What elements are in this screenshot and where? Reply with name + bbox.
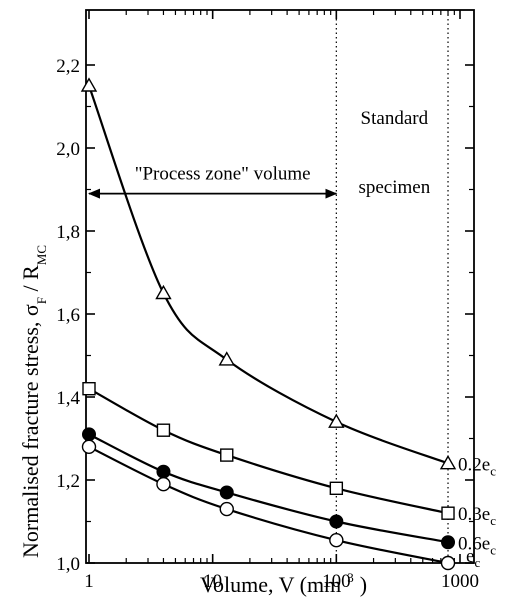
y-tick-label: 1,8 [56,222,80,243]
data-point-s1-2 [220,448,234,462]
data-point-s2-4 [441,535,456,550]
data-point-s2-2 [219,485,234,500]
y-tick-label: 2,0 [56,139,80,160]
x-tick-label: 1 [84,571,94,592]
x-tick-label: 1000 [441,571,479,592]
y-axis-label: Normalised fracture stress, σF / RMC [18,245,49,558]
data-point-s0-0 [80,77,98,92]
y-tick-label: 1,4 [56,388,80,409]
data-point-s1-0 [82,382,96,396]
data-point-s2-1 [156,464,171,479]
data-point-s1-4 [441,506,455,520]
plot-area [85,9,475,564]
series-curves [87,85,449,565]
series-line-1 [88,387,449,515]
series-markers [80,77,457,571]
series-label-0: 0.2ec [458,454,496,478]
axis-ticks [86,10,474,564]
data-point-s2-0 [82,427,96,442]
x-tick-label: 10 [203,571,222,592]
data-point-s0-4 [439,454,457,470]
data-point-s3-4 [440,555,456,571]
series-line-2 [88,433,449,544]
data-point-s1-3 [329,481,344,495]
data-point-s3-0 [81,439,97,454]
data-point-s3-2 [219,501,234,517]
y-tick-label: 2,2 [56,56,80,77]
data-point-s0-3 [328,413,345,428]
x-tick-label: 100 [322,571,351,592]
reference-lines [335,10,449,563]
y-tick-label: 1,0 [56,554,80,575]
y-tick-label: 1,2 [56,471,80,492]
series-label-3: ec [466,546,480,570]
data-point-s3-1 [156,476,171,492]
data-point-s0-1 [155,284,172,300]
standard-specimen-label-line2: specimen [358,177,430,198]
series-label-2: 0.6ec [458,533,496,557]
y-tick-label: 1,6 [56,305,80,326]
process-zone-label: "Process zone" volume [135,164,311,185]
data-point-s1-1 [156,423,171,437]
data-point-s0-2 [218,351,235,366]
data-point-s3-3 [329,532,344,548]
standard-specimen-label-line1: Standard [361,108,429,129]
series-label-1: 0.3ec [458,504,496,528]
tick-labels: 1 10 100 1000 1,0 1,2 1,4 1,6 1,8 2,0 2,2 [56,56,479,592]
series-line-0 [87,85,449,465]
data-point-s2-3 [329,514,344,529]
x-axis-label: Volume, V (mm 3) [200,570,367,597]
